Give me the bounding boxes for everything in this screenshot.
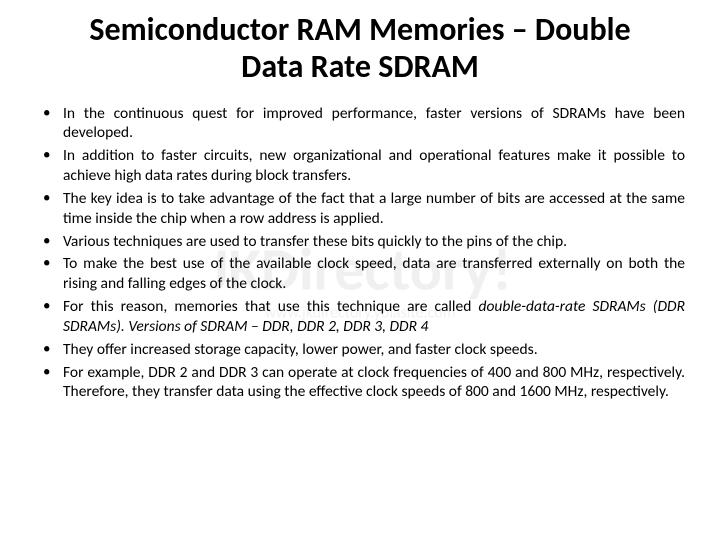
bullet-item: The key idea is to take advantage of the… — [35, 189, 685, 229]
bullet-item: For example, DDR 2 and DDR 3 can operate… — [35, 363, 685, 403]
slide-title: Semiconductor RAM Memories – Double Data… — [35, 12, 685, 86]
slide-container: Semiconductor RAM Memories – Double Data… — [0, 0, 720, 540]
bullet-item: In the continuous quest for improved per… — [35, 104, 685, 144]
bullet-item: They offer increased storage capacity, l… — [35, 340, 685, 360]
bullet-prefix: For this reason, memories that use this … — [63, 297, 478, 316]
bullet-list: In the continuous quest for improved per… — [35, 104, 685, 403]
bullet-item: In addition to faster circuits, new orga… — [35, 146, 685, 186]
bullet-item: Various techniques are used to transfer … — [35, 232, 685, 252]
bullet-item-italic: For this reason, memories that use this … — [35, 297, 685, 337]
bullet-item: To make the best use of the available cl… — [35, 254, 685, 294]
